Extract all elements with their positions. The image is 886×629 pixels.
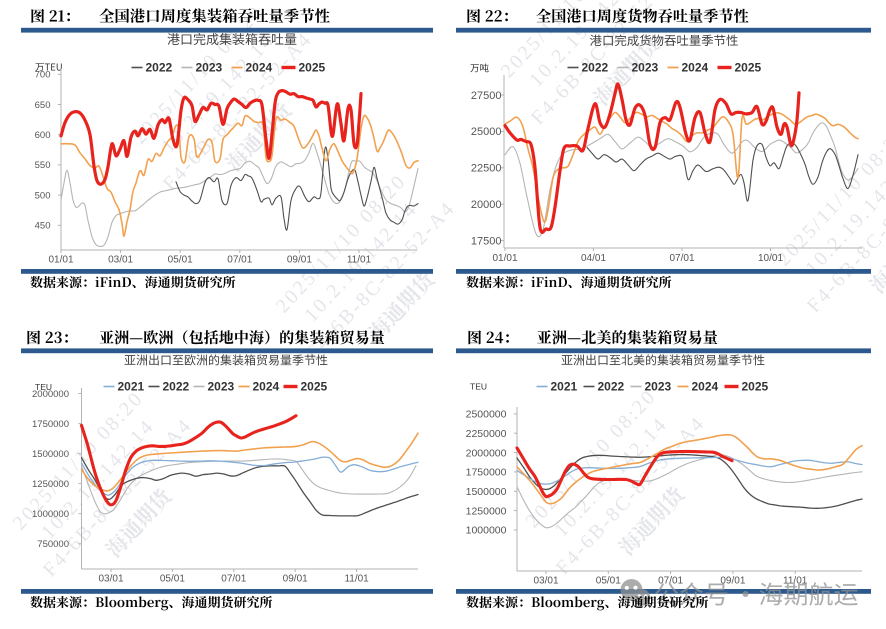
svg-text:17500: 17500 <box>471 235 502 247</box>
svg-text:05/01: 05/01 <box>596 576 621 587</box>
svg-text:2000000: 2000000 <box>466 447 507 459</box>
svg-text:650: 650 <box>35 100 51 111</box>
svg-text:1500000: 1500000 <box>466 486 507 498</box>
svg-text:07/01: 07/01 <box>227 255 252 266</box>
svg-text:07/01: 07/01 <box>221 574 246 585</box>
svg-text:04/01: 04/01 <box>581 253 606 264</box>
svg-text:11/01: 11/01 <box>347 255 372 266</box>
svg-text:11/01: 11/01 <box>344 574 369 585</box>
svg-text:2023: 2023 <box>208 380 235 394</box>
svg-text:450: 450 <box>35 221 51 232</box>
svg-text:2024: 2024 <box>692 380 719 394</box>
svg-text:2024: 2024 <box>246 61 273 75</box>
svg-text:03/01: 03/01 <box>533 576 558 587</box>
svg-text:700: 700 <box>35 70 51 81</box>
svg-text:27500: 27500 <box>471 90 502 102</box>
svg-text:2025: 2025 <box>299 61 326 75</box>
svg-text:2022: 2022 <box>598 380 625 394</box>
svg-text:22500: 22500 <box>471 163 502 175</box>
svg-text:2021: 2021 <box>118 380 145 394</box>
svg-text:TEU: TEU <box>35 382 52 392</box>
svg-text:2500000: 2500000 <box>466 409 507 421</box>
svg-text:07/01: 07/01 <box>669 253 694 264</box>
svg-text:1000000: 1000000 <box>466 525 507 537</box>
svg-text:500: 500 <box>35 190 51 201</box>
svg-text:1500000: 1500000 <box>32 449 69 460</box>
svg-text:20000: 20000 <box>471 199 502 211</box>
svg-text:2023: 2023 <box>645 380 672 394</box>
svg-text:2024: 2024 <box>682 61 709 75</box>
svg-text:09/01: 09/01 <box>283 574 308 585</box>
svg-text:2022: 2022 <box>582 61 609 75</box>
svg-text:2022: 2022 <box>146 61 173 75</box>
svg-text:03/01: 03/01 <box>98 574 123 585</box>
svg-text:2023: 2023 <box>196 61 223 75</box>
svg-text:2000000: 2000000 <box>32 389 69 400</box>
svg-text:1250000: 1250000 <box>32 479 69 490</box>
svg-text:09/01: 09/01 <box>287 255 312 266</box>
svg-text:550: 550 <box>35 160 51 171</box>
svg-text:2025: 2025 <box>301 380 328 394</box>
svg-text:2025: 2025 <box>735 61 762 75</box>
svg-text:05/01: 05/01 <box>168 255 193 266</box>
svg-text:10/01: 10/01 <box>758 253 783 264</box>
svg-text:11/01: 11/01 <box>783 576 808 587</box>
svg-text:1000000: 1000000 <box>32 509 69 520</box>
svg-text:03/01: 03/01 <box>108 255 133 266</box>
svg-text:09/01: 09/01 <box>720 576 745 587</box>
svg-text:2022: 2022 <box>163 380 190 394</box>
svg-text:2024: 2024 <box>253 380 280 394</box>
svg-text:05/01: 05/01 <box>160 574 185 585</box>
svg-text:01/01: 01/01 <box>48 255 73 266</box>
svg-text:2023: 2023 <box>632 61 659 75</box>
svg-text:07/01: 07/01 <box>658 576 683 587</box>
svg-text:25000: 25000 <box>471 126 502 138</box>
svg-text:TEU: TEU <box>470 382 487 392</box>
svg-text:01/01: 01/01 <box>492 253 517 264</box>
svg-text:1250000: 1250000 <box>466 505 507 517</box>
svg-text:750000: 750000 <box>37 539 69 550</box>
svg-text:600: 600 <box>35 130 51 141</box>
svg-text:2250000: 2250000 <box>466 428 507 440</box>
svg-text:1750000: 1750000 <box>32 419 69 430</box>
svg-text:2021: 2021 <box>551 380 578 394</box>
svg-text:2025: 2025 <box>742 380 769 394</box>
svg-text:1750000: 1750000 <box>466 467 507 479</box>
